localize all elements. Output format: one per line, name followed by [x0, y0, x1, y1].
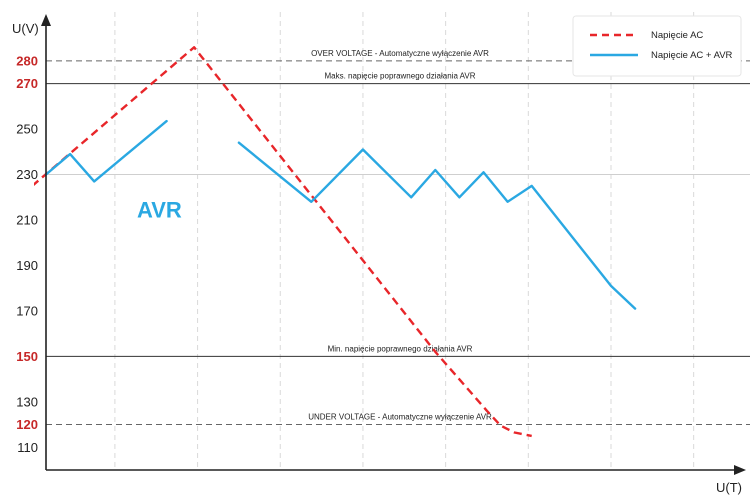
legend-box [572, 15, 742, 77]
y-tick-label: 280 [16, 53, 38, 68]
y-tick-label: 190 [16, 258, 38, 273]
series [34, 46, 637, 438]
legend-label-ac: Napięcie AC [651, 30, 703, 41]
y-axis-arrow-icon [41, 14, 51, 26]
axes: U(V) U(T) [12, 14, 746, 495]
y-axis-title: U(V) [12, 21, 39, 36]
annotations: AVR [137, 198, 182, 223]
series-line-ac [34, 46, 532, 438]
reference-line-label: Maks. napięcie poprawnego działania AVR [324, 72, 475, 81]
x-axis-title: U(T) [716, 480, 742, 495]
series-line-ac-avr [44, 119, 168, 183]
reference-lines: OVER VOLTAGE - Automatyczne wyłączenie A… [46, 49, 750, 426]
grid [114, 12, 695, 470]
avr-annotation: AVR [137, 198, 182, 223]
y-tick-label: 270 [16, 76, 38, 91]
legend: Napięcie AC Napięcie AC + AVR [572, 15, 742, 77]
reference-line-label: OVER VOLTAGE - Automatyczne wyłączenie A… [311, 49, 489, 58]
y-tick-label: 230 [16, 167, 38, 182]
series-line-ac-avr [237, 141, 637, 310]
y-tick-label: 210 [16, 213, 38, 228]
x-axis-arrow-icon [734, 465, 746, 475]
reference-line-label: Min. napięcie poprawnego działania AVR [328, 344, 473, 353]
y-tick-label: 130 [16, 394, 38, 409]
y-tick-label: 170 [16, 303, 38, 318]
y-tick-label: 120 [16, 417, 38, 432]
reference-line-label: UNDER VOLTAGE - Automatyczne wyłączenie … [308, 413, 492, 422]
y-tick-label: 110 [17, 440, 38, 455]
y-tick-labels: 280 270 250 230 210 190 170 150 130 120 110 [16, 53, 38, 454]
y-tick-label: 250 [16, 122, 38, 137]
y-tick-label: 150 [16, 349, 38, 364]
legend-label-ac-avr: Napięcie AC + AVR [651, 50, 733, 61]
